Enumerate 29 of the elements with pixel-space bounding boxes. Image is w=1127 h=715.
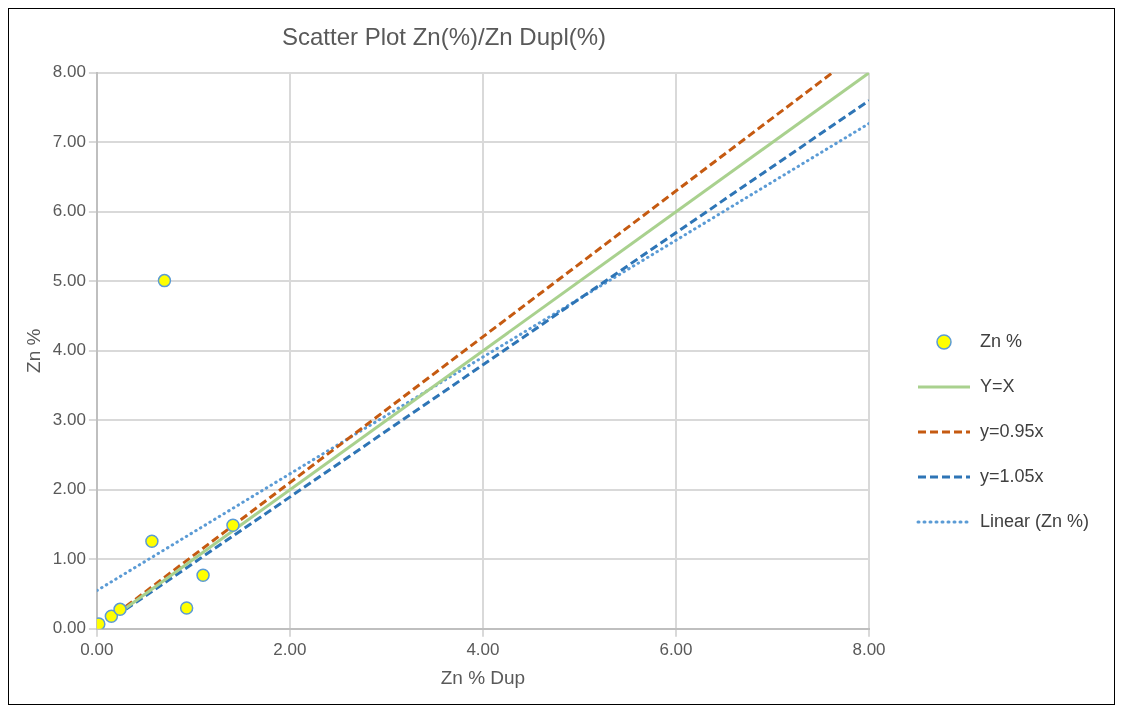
y-tick-label: 0.00 [52,618,86,638]
legend-label: y=0.95x [980,421,1044,442]
y-tick-label: 3.00 [52,409,86,429]
y-tick-label: 1.00 [52,548,86,568]
y-tick-label: 5.00 [52,270,86,290]
legend-label: y=1.05x [980,466,1044,487]
y-tick-label: 2.00 [52,479,86,499]
point [145,534,159,548]
point [113,602,127,617]
y-tick-label: 6.00 [52,201,86,221]
y-tick-label: 8.00 [52,62,86,82]
x-tick-label: 0.00 [80,639,114,659]
x-tick-label: 8.00 [852,639,886,659]
point [104,609,119,624]
x-axis-title: Zn % Dup [440,666,526,688]
y-tick-label: 4.00 [52,340,86,360]
point [196,568,210,583]
x-tick-label: 6.00 [659,639,693,659]
chart-title: Scatter Plot Zn(%)/Zn Dupl(%) [281,23,607,51]
legend-label: Y=X [980,376,1015,397]
y-axis-title: Zn % [22,328,44,373]
point [226,518,240,532]
point [157,273,172,288]
y-tick-label: 7.00 [52,131,86,151]
point [179,601,194,615]
legend-label: Zn % [980,331,1023,352]
x-tick-label: 2.00 [273,639,307,659]
legend-label: Linear (Zn %) [980,511,1090,532]
x-tick-label: 4.00 [466,639,500,659]
